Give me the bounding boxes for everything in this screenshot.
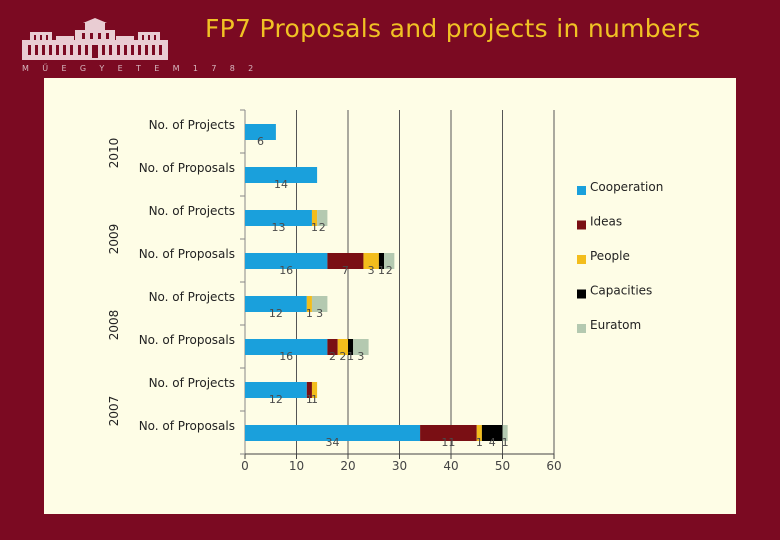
- category-label: No. of Proposals: [139, 333, 235, 347]
- bar-segment: [245, 124, 276, 140]
- data-label: 1: [306, 393, 313, 406]
- x-tick-label: 50: [495, 459, 510, 473]
- data-label: 3: [316, 307, 323, 320]
- bar-segment: [353, 339, 369, 355]
- legend-label: Ideas: [590, 215, 622, 229]
- bar-segment: [311, 296, 328, 312]
- category-label: No. of Proposals: [139, 161, 235, 175]
- data-label: 2: [319, 221, 326, 234]
- bar-segment: [327, 339, 338, 355]
- data-label: 12: [269, 393, 283, 406]
- data-label: 3: [357, 350, 364, 363]
- bar-segment: [245, 382, 307, 398]
- group-label: 2009: [107, 224, 121, 255]
- x-tick-label: 60: [546, 459, 561, 473]
- legend-swatch: [577, 220, 586, 230]
- bar-segment: [502, 425, 508, 441]
- legend-label: Euratom: [590, 318, 641, 332]
- legend-label: Capacities: [590, 284, 652, 298]
- data-label: 1: [476, 436, 483, 449]
- data-label: 34: [326, 436, 340, 449]
- bar-segment: [245, 253, 328, 269]
- data-label: 6: [257, 135, 264, 148]
- bar-segment: [245, 210, 312, 226]
- group-label: 2008: [107, 310, 121, 341]
- data-label: 2: [339, 350, 346, 363]
- data-label: 1: [306, 307, 313, 320]
- legend-label: People: [590, 249, 630, 263]
- data-label: 14: [274, 178, 288, 191]
- bar-segment: [245, 167, 318, 183]
- data-label: 13: [271, 221, 285, 234]
- category-label: No. of Projects: [149, 290, 235, 304]
- x-tick-label: 30: [392, 459, 407, 473]
- x-tick-label: 0: [241, 459, 249, 473]
- x-tick-label: 40: [443, 459, 458, 473]
- legend-swatch: [577, 324, 586, 333]
- bar-segment: [348, 339, 354, 355]
- data-label: 2: [329, 350, 336, 363]
- legend-swatch: [577, 289, 586, 299]
- bar-segment: [337, 339, 348, 355]
- logo-text: M Ű E G Y E T E M 1 7 8 2: [22, 64, 259, 73]
- data-label: 1: [311, 393, 318, 406]
- category-label: No. of Proposals: [139, 419, 235, 433]
- bar-segment: [384, 253, 395, 269]
- category-label: No. of Proposals: [139, 247, 235, 261]
- bar-segment: [317, 210, 328, 226]
- category-label: No. of Projects: [149, 376, 235, 390]
- group-label: 2010: [107, 138, 121, 169]
- legend-swatch: [577, 186, 586, 195]
- data-label: 16: [279, 350, 293, 363]
- data-label: 11: [441, 436, 455, 449]
- slide-title: FP7 Proposals and projects in numbers: [205, 14, 701, 43]
- university-building-logo: [22, 18, 168, 60]
- bar-segment: [311, 382, 318, 398]
- data-label: 12: [269, 307, 283, 320]
- category-label: No. of Projects: [149, 204, 235, 218]
- legend-swatch: [577, 255, 586, 264]
- bar-segment: [306, 382, 312, 398]
- bar-segment: [476, 425, 482, 441]
- bar-segment: [327, 253, 364, 269]
- category-label: No. of Projects: [149, 118, 235, 132]
- data-label: 1: [347, 350, 354, 363]
- stacked-bar-chart: 0 10 20 30 40 50 60 No. of Projects No. of Propo…: [107, 109, 663, 473]
- x-tick-label: 20: [340, 459, 355, 473]
- data-label: 3: [368, 264, 375, 277]
- bar-segment: [420, 425, 477, 441]
- data-label: 1: [311, 221, 318, 234]
- bar-segment: [306, 296, 312, 312]
- legend-label: Cooperation: [590, 180, 663, 194]
- bar-segment: [311, 210, 318, 226]
- data-label: 2: [386, 264, 393, 277]
- bar-segment: [245, 296, 307, 312]
- bar-segment: [245, 425, 421, 441]
- data-label: 16: [279, 264, 293, 277]
- bar-segment: [363, 253, 379, 269]
- bar-segment: [378, 253, 385, 269]
- data-label: 1: [502, 436, 509, 449]
- data-label: 7: [342, 264, 349, 277]
- bar-segment: [481, 425, 503, 441]
- data-label: 4: [489, 436, 496, 449]
- group-label: 2007: [107, 396, 121, 427]
- bar-segment: [245, 339, 328, 355]
- x-tick-label: 10: [289, 459, 304, 473]
- chart-panel: 0 10 20 30 40 50 60 No. of Projects No. of Propo…: [44, 78, 736, 514]
- data-label: 1: [378, 264, 385, 277]
